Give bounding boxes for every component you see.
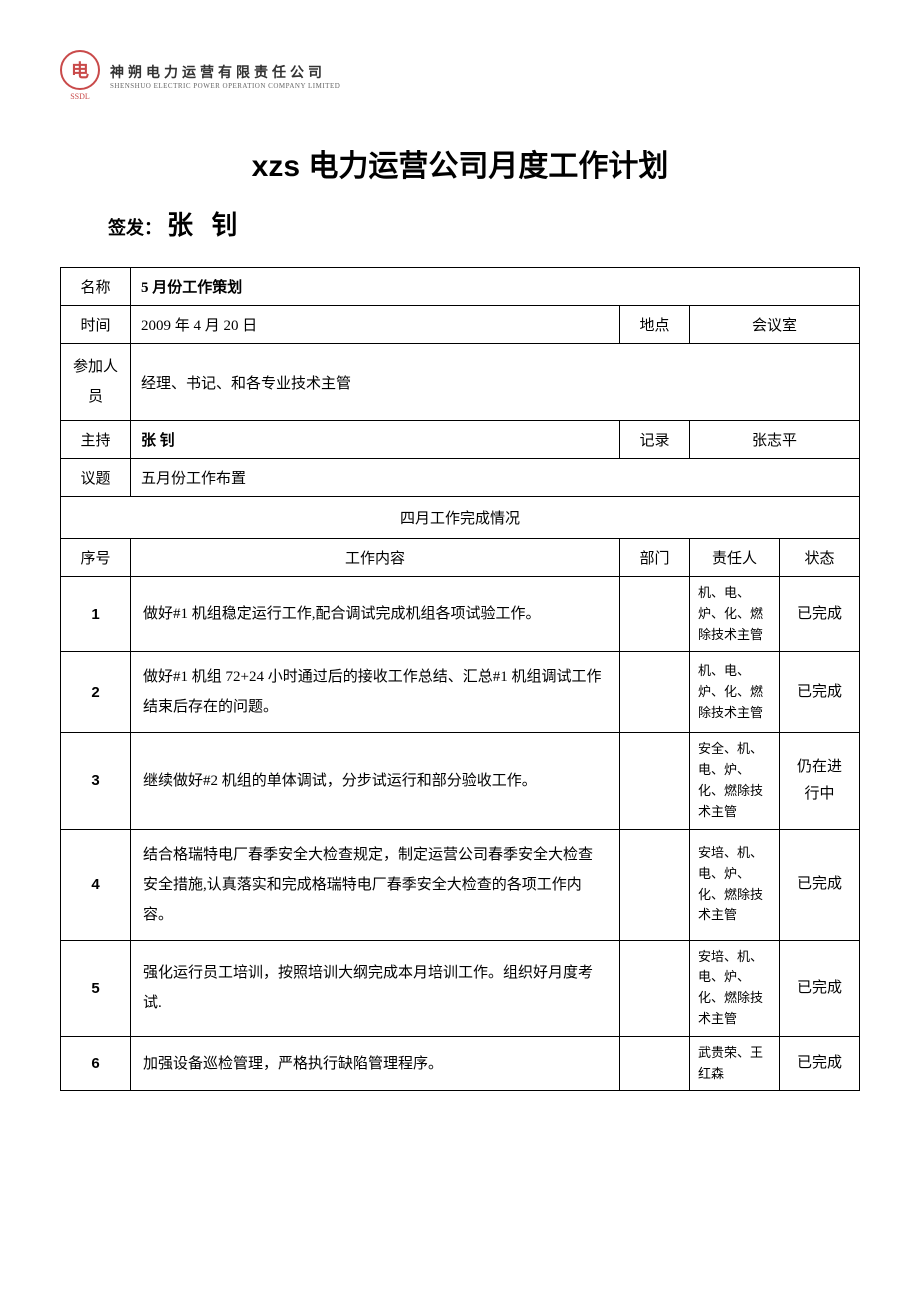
row-dept — [620, 652, 690, 733]
name-label: 名称 — [61, 268, 131, 306]
row-seq: 3 — [61, 733, 131, 829]
row-seq: 5 — [61, 940, 131, 1036]
col-seq: 序号 — [61, 539, 131, 577]
signer-line: 签发： 张 钊 — [108, 205, 860, 242]
row-content: 强化运行员工培训，按照培训大纲完成本月培训工作。组织好月度考试. — [131, 940, 620, 1036]
row-dept — [620, 829, 690, 940]
row-content: 结合格瑞特电厂春季安全大检查规定，制定运营公司春季安全大检查安全措施,认真落实和… — [131, 829, 620, 940]
row-dept — [620, 940, 690, 1036]
row-status: 已完成 — [780, 1036, 860, 1091]
logo-icon: 电 — [60, 50, 100, 90]
topic-value: 五月份工作布置 — [131, 459, 860, 497]
document-title: xzs 电力运营公司月度工作计划 — [60, 141, 860, 185]
row-person: 安培、机、电、炉、化、燃除技术主管 — [690, 940, 780, 1036]
table-row: 2做好#1 机组 72+24 小时通过后的接收工作总结、汇总#1 机组调试工作结… — [61, 652, 860, 733]
row-dept — [620, 733, 690, 829]
row-status: 已完成 — [780, 940, 860, 1036]
row-dept — [620, 577, 690, 652]
row-content: 做好#1 机组 72+24 小时通过后的接收工作总结、汇总#1 机组调试工作结束… — [131, 652, 620, 733]
row-seq: 2 — [61, 652, 131, 733]
row-seq: 6 — [61, 1036, 131, 1091]
col-content: 工作内容 — [131, 539, 620, 577]
column-header-row: 序号 工作内容 部门 责任人 状态 — [61, 539, 860, 577]
plan-table: 名称 5 月份工作策划 时间 2009 年 4 月 20 日 地点 会议室 参加… — [60, 267, 860, 1091]
section-header-row: 四月工作完成情况 — [61, 497, 860, 539]
time-label: 时间 — [61, 306, 131, 344]
row-content: 加强设备巡检管理，严格执行缺陷管理程序。 — [131, 1036, 620, 1091]
logo-ssdl: SSDL — [70, 92, 90, 101]
topic-label: 议题 — [61, 459, 131, 497]
row-seq: 1 — [61, 577, 131, 652]
host-label: 主持 — [61, 421, 131, 459]
logo-wrapper: 电 SSDL — [60, 50, 100, 101]
location-value: 会议室 — [690, 306, 860, 344]
table-row: 5强化运行员工培训，按照培训大纲完成本月培训工作。组织好月度考试. 安培、机、电、… — [61, 940, 860, 1036]
row-content: 继续做好#2 机组的单体调试，分步试运行和部分验收工作。 — [131, 733, 620, 829]
table-row: 1做好#1 机组稳定运行工作,配合调试完成机组各项试验工作。机、电、炉、化、燃除… — [61, 577, 860, 652]
company-header: 电 SSDL 神朔电力运营有限责任公司 SHENSHUO ELECTRIC PO… — [60, 50, 860, 101]
signer-name: 张 钊 — [167, 211, 244, 240]
info-row-topic: 议题 五月份工作布置 — [61, 459, 860, 497]
table-row: 3继续做好#2 机组的单体调试，分步试运行和部分验收工作。安全、机、电、炉、化、… — [61, 733, 860, 829]
company-name-en: SHENSHUO ELECTRIC POWER OPERATION COMPAN… — [110, 82, 340, 90]
section-header: 四月工作完成情况 — [61, 497, 860, 539]
host-value: 张 钊 — [131, 421, 620, 459]
signer-label: 签发： — [108, 218, 162, 238]
row-person: 安全、机、电、炉、化、燃除技术主管 — [690, 733, 780, 829]
name-value: 5 月份工作策划 — [131, 268, 860, 306]
recorder-label: 记录 — [620, 421, 690, 459]
row-content: 做好#1 机组稳定运行工作,配合调试完成机组各项试验工作。 — [131, 577, 620, 652]
info-row-host: 主持 张 钊 记录 张志平 — [61, 421, 860, 459]
table-row: 6加强设备巡检管理，严格执行缺陷管理程序。 武贵荣、王红森已完成 — [61, 1036, 860, 1091]
info-row-time: 时间 2009 年 4 月 20 日 地点 会议室 — [61, 306, 860, 344]
row-status: 已完成 — [780, 577, 860, 652]
row-person: 安培、机、电、炉、化、燃除技术主管 — [690, 829, 780, 940]
row-person: 机、电、炉、化、燃除技术主管 — [690, 577, 780, 652]
col-status: 状态 — [780, 539, 860, 577]
table-row: 4结合格瑞特电厂春季安全大检查规定，制定运营公司春季安全大检查安全措施,认真落实… — [61, 829, 860, 940]
row-seq: 4 — [61, 829, 131, 940]
location-label: 地点 — [620, 306, 690, 344]
col-dept: 部门 — [620, 539, 690, 577]
info-row-attendees: 参加人员 经理、书记、和各专业技术主管 — [61, 344, 860, 421]
row-status: 已完成 — [780, 652, 860, 733]
row-person: 机、电、炉、化、燃除技术主管 — [690, 652, 780, 733]
info-row-name: 名称 5 月份工作策划 — [61, 268, 860, 306]
time-value: 2009 年 4 月 20 日 — [131, 306, 620, 344]
col-person: 责任人 — [690, 539, 780, 577]
row-status: 仍在进行中 — [780, 733, 860, 829]
row-person: 武贵荣、王红森 — [690, 1036, 780, 1091]
recorder-value: 张志平 — [690, 421, 860, 459]
attendees-label: 参加人员 — [61, 344, 131, 421]
row-dept — [620, 1036, 690, 1091]
company-name-block: 神朔电力运营有限责任公司 SHENSHUO ELECTRIC POWER OPE… — [110, 62, 340, 90]
attendees-value: 经理、书记、和各专业技术主管 — [131, 344, 860, 421]
company-name-cn: 神朔电力运营有限责任公司 — [110, 62, 340, 82]
row-status: 已完成 — [780, 829, 860, 940]
